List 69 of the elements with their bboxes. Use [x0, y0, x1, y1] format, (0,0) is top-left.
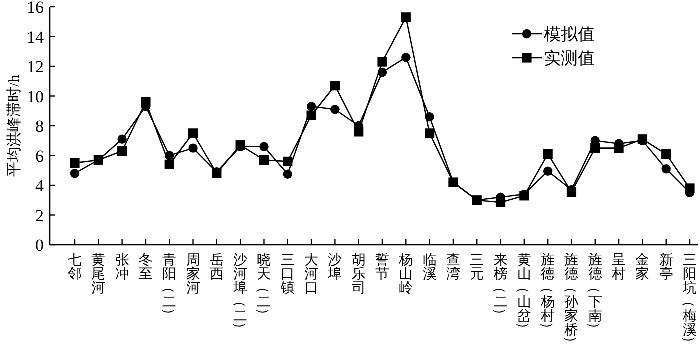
point — [543, 149, 553, 160]
point — [260, 142, 269, 152]
y-tick-label: 10 — [27, 87, 44, 106]
point — [188, 128, 198, 138]
x-tick-label: 岳西 — [210, 252, 224, 282]
point — [118, 134, 127, 144]
x-tick-label: 黄山（山岔） — [515, 252, 532, 336]
point — [259, 155, 270, 166]
x-tick-label: 周家河 — [186, 253, 200, 296]
x-tick-label: 誓节 — [376, 252, 390, 282]
point — [496, 198, 506, 208]
x-tick-label: 旌德（杨村） — [538, 252, 556, 336]
x-tick-label: 三元 — [470, 253, 484, 282]
point — [164, 160, 174, 170]
x-tick-label: 三口镇 — [280, 253, 295, 296]
y-tick-label: 8 — [36, 117, 44, 136]
legend-label: 模拟值 — [544, 25, 595, 44]
x-tick-label: 杨山岭 — [398, 252, 414, 296]
point — [401, 12, 411, 22]
point — [330, 105, 340, 114]
point — [118, 146, 128, 156]
point — [283, 156, 293, 166]
y-tick-label: 12 — [27, 58, 44, 76]
point — [188, 144, 198, 153]
point — [70, 158, 80, 168]
y-tick-label: 4 — [36, 176, 44, 196]
point — [354, 127, 364, 137]
point — [590, 144, 600, 154]
x-tick-label: 青阳（二） — [160, 252, 177, 322]
point — [330, 81, 340, 91]
x-tick-label: 冬至 — [138, 252, 153, 282]
y-tick-label: 0 — [36, 236, 44, 255]
legend-label: 实测值 — [544, 49, 595, 68]
point — [662, 164, 671, 174]
x-tick-label: 大河口 — [304, 252, 319, 296]
point — [70, 169, 80, 178]
x-tick-label: 旌德（下南） — [586, 252, 602, 336]
x-tick-label: 沙河埠（二） — [231, 252, 248, 336]
x-tick-label: 金家 — [636, 252, 650, 282]
x-tick-label: 张冲 — [115, 252, 130, 282]
x-tick-label: 沙埠 — [327, 252, 342, 282]
y-axis-title: 平均洪峰滞时/h — [6, 74, 23, 177]
y-tick-label: 2 — [36, 206, 44, 226]
x-tick-label: 三阳坑（梅溪） — [680, 253, 697, 350]
point — [685, 184, 695, 194]
point — [402, 52, 411, 62]
point — [283, 170, 292, 179]
point — [141, 97, 151, 107]
x-tick-label: 临溪 — [422, 252, 437, 282]
x-tick-label: 晓天（二） — [254, 252, 272, 322]
x-tick-label: 黄尾河 — [92, 252, 106, 296]
x-tick-label: 查湾 — [446, 252, 460, 282]
x-tick-label: 七邻 — [68, 252, 82, 282]
point — [614, 144, 624, 154]
x-tick-label: 胡乐司 — [352, 252, 366, 296]
x-tick-label: 旌德（孙家桥） — [562, 252, 579, 350]
x-tick-label: 新亭 — [659, 252, 674, 282]
y-tick-label: 6 — [36, 146, 44, 166]
y-tick-label: 14 — [27, 28, 44, 47]
x-tick-label: 呈村 — [611, 252, 626, 282]
point — [543, 166, 553, 176]
x-tick-label: 来榜（二） — [491, 252, 508, 322]
point — [662, 149, 672, 160]
point — [425, 128, 435, 138]
point — [306, 110, 316, 120]
point — [378, 57, 388, 67]
point — [448, 178, 458, 188]
point — [306, 102, 316, 112]
y-tick-label: 16 — [27, 0, 44, 17]
